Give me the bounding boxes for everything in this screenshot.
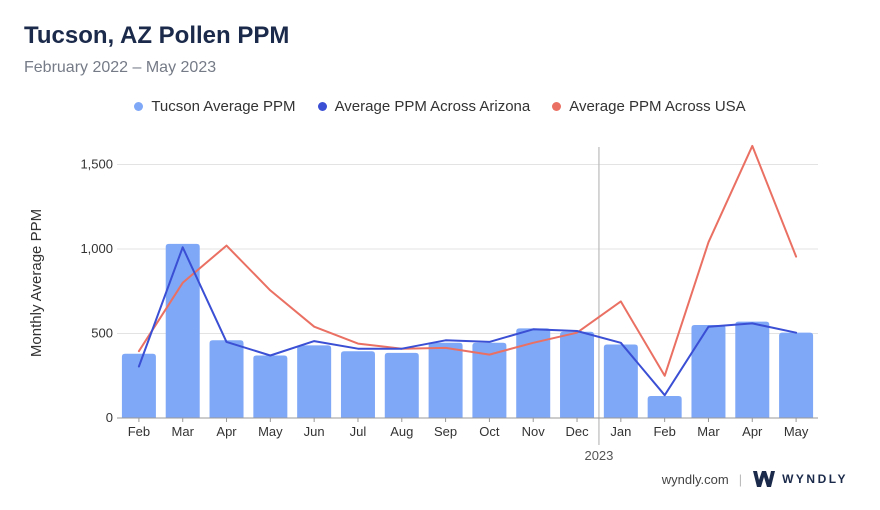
legend-label-arizona: Average PPM Across Arizona	[334, 98, 531, 115]
x-tick-label: Dec	[565, 424, 589, 439]
brand: WYNDLY	[752, 470, 848, 488]
x-tick-label: Oct	[479, 424, 500, 439]
x-tick-label: Aug	[390, 424, 413, 439]
x-tick-label: Feb	[128, 424, 150, 439]
brand-name: WYNDLY	[782, 472, 848, 486]
chart-title: Tucson, AZ Pollen PPM	[24, 22, 290, 49]
y-tick-label: 500	[91, 326, 113, 341]
bar	[472, 342, 507, 418]
bar	[428, 342, 463, 418]
bar	[691, 325, 726, 418]
bar	[603, 344, 638, 418]
x-tick-label: Apr	[216, 424, 237, 439]
footer-separator: |	[738, 471, 743, 487]
site-link[interactable]: wyndly.com	[661, 471, 729, 487]
footer: wyndly.com | WYNDLY	[662, 470, 848, 488]
chart-subtitle: February 2022 – May 2023	[24, 59, 217, 76]
x-tick-label: May	[258, 424, 283, 439]
x-tick-label: Mar	[172, 424, 195, 439]
legend-dot-tucson	[134, 102, 144, 111]
chart-legend: Tucson Average PPM Average PPM Across Ar…	[0, 98, 880, 115]
x-tick-label: Jul	[350, 424, 367, 439]
x-tick-label: Jan	[610, 424, 631, 439]
bar	[560, 331, 595, 418]
bar	[647, 396, 682, 418]
bar	[340, 351, 375, 418]
bar	[165, 243, 200, 418]
legend-item-arizona: Average PPM Across Arizona	[317, 98, 531, 115]
legend-label-tucson: Tucson Average PPM	[151, 98, 296, 115]
bar	[384, 352, 419, 418]
y-tick-label: 0	[106, 410, 113, 425]
legend-label-usa: Average PPM Across USA	[569, 98, 746, 115]
y-tick-label: 1,000	[80, 241, 113, 256]
y-axis-label: Monthly Average PPM	[28, 209, 45, 357]
bar	[121, 353, 156, 418]
bar	[735, 321, 770, 418]
bar	[253, 355, 288, 418]
bar	[297, 345, 332, 418]
legend-item-tucson: Tucson Average PPM	[134, 98, 296, 115]
year-label: 2023	[584, 448, 613, 463]
x-tick-label: Apr	[742, 424, 763, 439]
x-tick-label: Mar	[697, 424, 720, 439]
arizona-line	[137, 246, 798, 397]
x-tick-label: Jun	[304, 424, 325, 439]
bar	[516, 328, 551, 418]
x-tick-label: Nov	[522, 424, 546, 439]
usa-line	[137, 144, 798, 377]
bar	[209, 340, 244, 418]
legend-dot-arizona	[317, 102, 327, 111]
wyndly-logo-icon	[753, 471, 776, 487]
y-tick-label: 1,500	[80, 157, 113, 172]
bar	[779, 332, 814, 418]
x-tick-label: Feb	[653, 424, 675, 439]
legend-dot-usa	[552, 102, 562, 111]
legend-item-usa: Average PPM Across USA	[552, 98, 746, 115]
x-tick-label: May	[784, 424, 809, 439]
x-tick-label: Sep	[434, 424, 457, 439]
